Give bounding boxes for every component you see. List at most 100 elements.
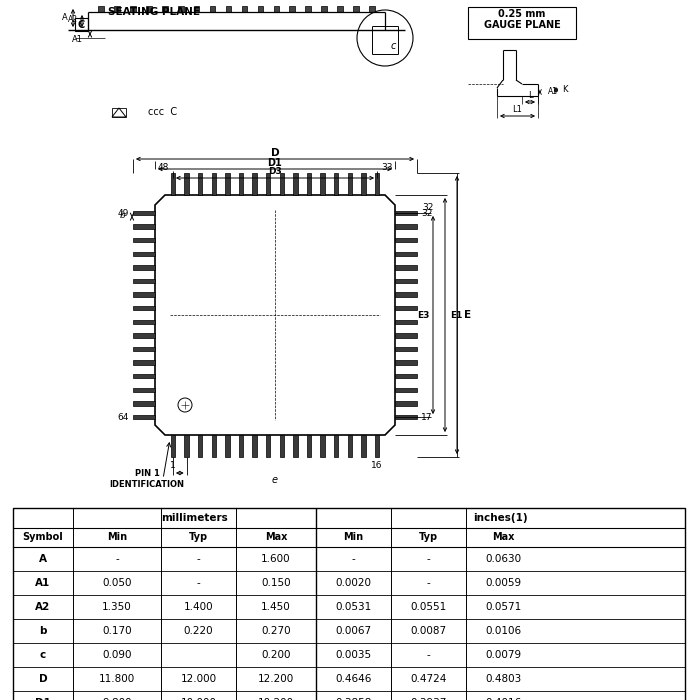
Bar	[211, 435, 216, 457]
Bar	[395, 265, 417, 270]
Bar	[395, 211, 417, 216]
Text: 0.3858: 0.3858	[335, 698, 372, 700]
Text: 12.000: 12.000	[181, 674, 216, 684]
Text: inches(1): inches(1)	[473, 513, 528, 523]
Text: D1: D1	[35, 698, 51, 700]
Bar	[162, 6, 167, 12]
Text: -: -	[426, 650, 430, 660]
Bar	[395, 374, 417, 379]
Text: 0.0067: 0.0067	[335, 626, 372, 636]
Bar	[337, 6, 343, 12]
Bar	[13, 508, 685, 700]
Bar	[395, 333, 417, 337]
Text: Min: Min	[344, 533, 363, 542]
Polygon shape	[155, 195, 395, 435]
Bar	[130, 6, 136, 12]
Text: 0.090: 0.090	[102, 650, 132, 660]
Text: 0.050: 0.050	[102, 578, 132, 588]
Text: 0.0106: 0.0106	[485, 626, 522, 636]
Bar	[133, 401, 155, 405]
Bar	[184, 435, 189, 457]
Bar	[395, 388, 417, 392]
Text: A: A	[39, 554, 47, 564]
Bar	[239, 435, 244, 457]
Text: 32: 32	[422, 202, 433, 211]
Text: Typ: Typ	[189, 533, 208, 542]
Bar	[133, 251, 155, 256]
Bar	[133, 238, 155, 242]
Bar	[133, 374, 155, 379]
Bar	[293, 173, 298, 195]
Text: ccc  C: ccc C	[148, 107, 177, 117]
Bar	[307, 435, 312, 457]
Bar	[321, 173, 325, 195]
Bar	[241, 6, 247, 12]
Text: b: b	[119, 211, 125, 220]
Bar	[198, 435, 202, 457]
Text: -: -	[197, 554, 200, 564]
Text: 0.4724: 0.4724	[410, 674, 447, 684]
Text: Max: Max	[265, 533, 287, 542]
Bar	[133, 360, 155, 365]
Text: D: D	[38, 674, 48, 684]
Text: 12.200: 12.200	[258, 674, 294, 684]
Bar	[133, 414, 155, 419]
Bar	[211, 173, 216, 195]
Text: 1.450: 1.450	[261, 602, 291, 612]
Bar	[321, 6, 327, 12]
Bar	[178, 6, 183, 12]
Text: 0.150: 0.150	[261, 578, 290, 588]
Bar	[210, 6, 216, 12]
Bar	[290, 6, 295, 12]
Bar	[354, 6, 358, 12]
Bar	[133, 224, 155, 229]
Text: Typ: Typ	[419, 533, 438, 542]
Text: SEATING PLANE: SEATING PLANE	[108, 7, 200, 17]
Bar	[114, 6, 120, 12]
Bar	[258, 6, 263, 12]
Bar	[75, 18, 88, 31]
Bar	[171, 173, 175, 195]
Text: 0.200: 0.200	[261, 650, 290, 660]
Text: 0.3937: 0.3937	[410, 698, 447, 700]
Text: Max: Max	[492, 533, 514, 542]
Text: A1: A1	[71, 34, 83, 43]
Text: GAUGE PLANE: GAUGE PLANE	[484, 20, 561, 30]
Text: A2: A2	[68, 15, 78, 24]
Text: -: -	[351, 554, 356, 564]
Bar	[293, 435, 298, 457]
Text: c: c	[391, 41, 395, 51]
Bar	[133, 346, 155, 351]
Bar	[321, 435, 325, 457]
Bar	[305, 6, 311, 12]
Text: A1: A1	[548, 88, 558, 97]
Text: b: b	[39, 626, 47, 636]
Text: 64: 64	[118, 412, 129, 421]
Bar	[99, 6, 104, 12]
Bar	[468, 7, 576, 39]
Text: PIN 1
IDENTIFICATION: PIN 1 IDENTIFICATION	[109, 469, 185, 489]
Bar	[112, 108, 126, 117]
Text: 0.0035: 0.0035	[335, 650, 372, 660]
Text: 0.0087: 0.0087	[410, 626, 447, 636]
Bar	[395, 401, 417, 405]
Text: D3: D3	[268, 167, 282, 176]
Bar	[395, 360, 417, 365]
Text: 10.200: 10.200	[258, 698, 294, 700]
Text: 17: 17	[421, 412, 433, 421]
Text: 0.0630: 0.0630	[485, 554, 522, 564]
Bar	[334, 435, 339, 457]
Text: D1: D1	[267, 158, 282, 168]
Text: 0.0551: 0.0551	[410, 602, 447, 612]
Bar	[225, 173, 230, 195]
Text: A: A	[62, 13, 68, 22]
Bar	[133, 279, 155, 284]
Bar	[194, 6, 199, 12]
Text: L1: L1	[512, 106, 522, 115]
Text: 32: 32	[421, 209, 433, 218]
Text: 1.400: 1.400	[183, 602, 214, 612]
Text: K: K	[562, 85, 568, 94]
Text: Min: Min	[107, 533, 127, 542]
Bar	[374, 173, 379, 195]
Text: 1.350: 1.350	[102, 602, 132, 612]
